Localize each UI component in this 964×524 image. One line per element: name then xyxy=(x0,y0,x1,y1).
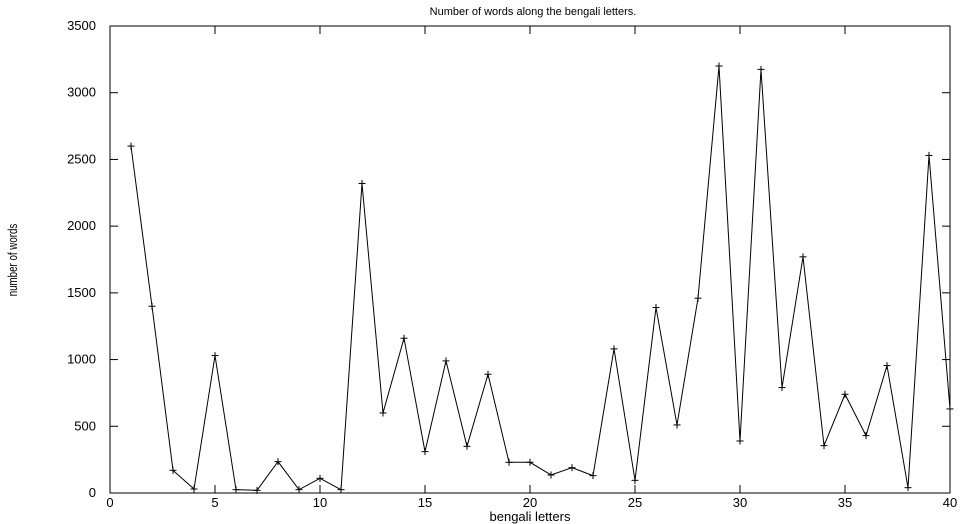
data-point xyxy=(883,362,891,370)
data-point xyxy=(862,432,870,440)
data-point xyxy=(463,442,471,450)
x-tick-label: 10 xyxy=(313,495,327,510)
data-point xyxy=(505,458,513,466)
plot-frame xyxy=(109,25,951,494)
y-tick-label: 1500 xyxy=(67,285,96,300)
series-line xyxy=(130,65,951,491)
data-point xyxy=(589,472,597,480)
data-point xyxy=(778,384,786,392)
y-tick-label: 2500 xyxy=(67,151,96,166)
data-point xyxy=(232,486,240,494)
data-point xyxy=(547,471,555,479)
data-point xyxy=(274,458,282,466)
data-point xyxy=(358,179,366,187)
x-tick-label: 25 xyxy=(628,495,642,510)
data-point xyxy=(127,142,135,150)
data-point xyxy=(610,345,618,353)
data-point xyxy=(631,476,639,484)
data-point xyxy=(484,370,492,378)
data-point xyxy=(799,253,807,261)
data-point xyxy=(568,464,576,472)
x-axis-ticks: 0 5 10 15 20 25 30 35 40 xyxy=(106,26,957,510)
y-tick-label: 3000 xyxy=(67,85,96,100)
x-tick-label: 20 xyxy=(523,495,537,510)
data-point xyxy=(652,304,660,312)
data-point xyxy=(148,302,156,310)
y-tick-label: 0 xyxy=(89,485,96,500)
data-point xyxy=(715,62,723,70)
x-tick-label: 40 xyxy=(943,495,957,510)
data-point xyxy=(694,294,702,302)
x-tick-label: 35 xyxy=(838,495,852,510)
y-axis-title: number of words xyxy=(7,223,21,296)
data-point xyxy=(400,334,408,342)
data-point xyxy=(337,486,345,494)
data-point xyxy=(169,466,177,474)
x-tick-label: 0 xyxy=(106,495,113,510)
data-point xyxy=(211,352,219,360)
x-tick-label: 5 xyxy=(211,495,218,510)
data-point xyxy=(316,474,324,482)
data-point xyxy=(673,421,681,429)
data-point xyxy=(190,485,198,493)
y-tick-label: 1000 xyxy=(67,352,96,367)
y-tick-label: 2000 xyxy=(67,218,96,233)
data-point xyxy=(253,486,261,494)
x-tick-label: 30 xyxy=(733,495,747,510)
data-point xyxy=(421,448,429,456)
data-point xyxy=(379,409,387,417)
x-axis-title: bengali letters xyxy=(490,509,571,524)
x-tick-label: 15 xyxy=(418,495,432,510)
data-point xyxy=(820,442,828,450)
data-point xyxy=(757,65,765,73)
data-point xyxy=(442,357,450,365)
data-point xyxy=(841,390,849,398)
chart-title: Number of words along the bengali letter… xyxy=(430,6,637,18)
data-point xyxy=(925,151,933,159)
data-point xyxy=(946,405,954,413)
y-tick-label: 3500 xyxy=(67,18,96,33)
data-point xyxy=(736,437,744,445)
y-tick-label: 500 xyxy=(74,418,96,433)
y-axis-ticks: 0 500 1000 1500 2000 2500 3000 3500 xyxy=(67,18,950,500)
data-point xyxy=(904,484,912,492)
data-points xyxy=(127,62,954,494)
data-point xyxy=(526,458,534,466)
data-point xyxy=(295,486,303,494)
